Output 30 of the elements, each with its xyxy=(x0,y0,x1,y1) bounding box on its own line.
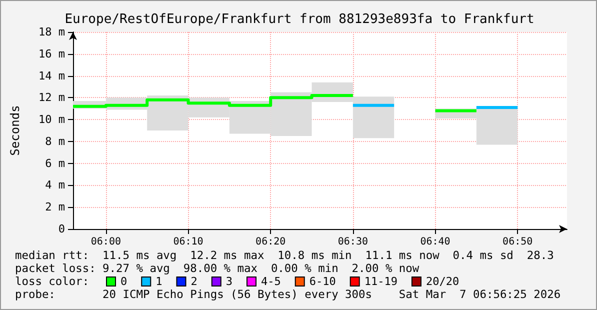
y-tick-label: 10 m xyxy=(38,113,66,126)
x-tick-label: 06:50 xyxy=(502,236,533,248)
legend-label: 1 xyxy=(156,275,162,288)
x-tick-label: 06:20 xyxy=(256,236,286,248)
legend-label: 4-5 xyxy=(260,275,281,288)
legend-label: 3 xyxy=(226,275,232,288)
y-tick-label: 18 m xyxy=(38,26,66,38)
y-tick-label: 4 m xyxy=(45,178,66,192)
y-tick-label: 14 m xyxy=(38,69,66,82)
chart-title: Europe/RestOfEurope/Frankfurt from 881293e893fa to Frankfurt xyxy=(64,12,534,27)
legend-title: loss color: xyxy=(15,275,90,288)
y-tick-label: 16 m xyxy=(38,47,66,60)
legend-label: 0 xyxy=(120,275,128,288)
x-tick-label: 06:40 xyxy=(420,236,450,248)
y-tick-label: 6 m xyxy=(45,156,66,170)
legend-label: 11-19 xyxy=(364,275,398,288)
legend-label: 6-10 xyxy=(309,275,336,288)
x-tick-label: 06:10 xyxy=(173,236,204,248)
y-tick-label: 2 m xyxy=(45,200,66,214)
x-tick-label: 06:00 xyxy=(90,236,121,248)
text: median rtt: 11.5 ms avg 12.2 ms max 10.8 ms min 11.1 ms now 0.4 ms sd 28.3 xyxy=(15,249,554,262)
legend-label: 20/20 xyxy=(426,275,460,288)
y-tick-label: 8 m xyxy=(45,134,66,148)
y-tick-label: 0 xyxy=(58,222,65,236)
y-axis-title: Seconds xyxy=(8,105,22,156)
text: probe: 20 ICMP Echo Pings (56 Bytes) every 300s Sat Mar 7 06:56:25 2026 xyxy=(15,288,561,301)
x-tick-label: 06:30 xyxy=(338,236,368,248)
y-tick-label: 12 m xyxy=(38,91,66,104)
text: packet loss: 9.27 % avg 98.00 % max 0.00 % min 2.00 % now xyxy=(15,262,420,275)
legend-label: 2 xyxy=(190,275,198,288)
